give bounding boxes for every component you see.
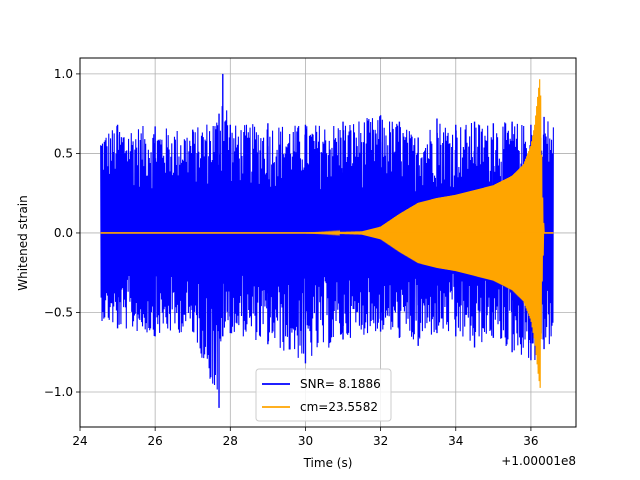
y-tick-label: 0.5 (54, 146, 73, 160)
x-axis-offset-label: +1.00001e8 (501, 454, 576, 468)
legend-box (255, 368, 392, 422)
axis-ticks: 24 26 28 30 32 34 36 −1.0 −0.5 0.0 0.5 1.0 (44, 67, 539, 448)
y-tick-label: −0.5 (44, 305, 73, 319)
y-tick-label: 1.0 (54, 67, 73, 81)
plot-series (100, 73, 554, 408)
x-tick-label: 34 (448, 434, 463, 448)
y-tick-label: −1.0 (44, 385, 73, 399)
x-tick-label: 26 (148, 434, 163, 448)
x-axis-label: Time (s) (303, 456, 353, 470)
x-tick-label: 24 (72, 434, 87, 448)
x-tick-label: 36 (523, 434, 538, 448)
y-tick-label: 0.0 (54, 226, 73, 240)
y-axis-label: Whitened strain (16, 195, 30, 291)
legend-label-cm: cm=23.5582 (300, 400, 378, 414)
plot-frame (79, 57, 577, 428)
x-tick-label: 32 (373, 434, 388, 448)
legend-label-snr: SNR= 8.1886 (300, 377, 381, 391)
x-tick-label: 28 (223, 434, 238, 448)
x-tick-label: 30 (298, 434, 313, 448)
legend: SNR= 8.1886 cm=23.5582 (255, 368, 392, 422)
